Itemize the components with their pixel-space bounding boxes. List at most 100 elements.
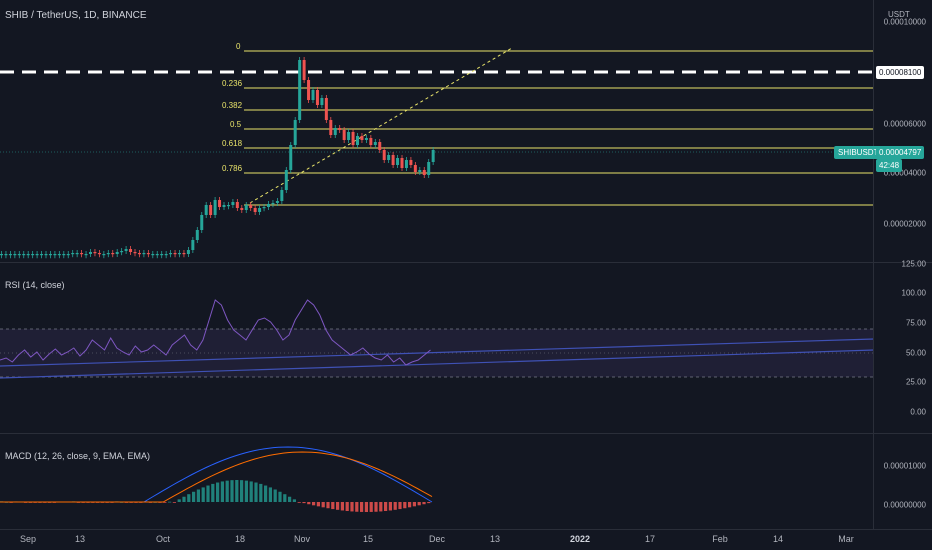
- macd-bar: [422, 502, 425, 504]
- macd-bar: [302, 502, 305, 503]
- candles: [0, 57, 435, 258]
- macd-bar: [168, 502, 171, 503]
- candle: [414, 165, 417, 172]
- candle: [432, 150, 435, 162]
- macd-bar: [187, 494, 190, 502]
- time-label: 15: [363, 534, 373, 544]
- candle: [285, 170, 288, 190]
- rsi-axis[interactable]: 125.00 100.00 75.00 50.00 25.00 0.00: [874, 263, 932, 433]
- candle: [18, 254, 21, 255]
- candle: [254, 208, 257, 212]
- candle: [236, 202, 239, 208]
- macd-bar: [245, 481, 248, 502]
- candle: [392, 155, 395, 165]
- macd-bar: [182, 497, 185, 502]
- candle: [245, 205, 248, 210]
- candle: [401, 158, 404, 168]
- dashed-level-tag: 0.00008100: [876, 66, 924, 79]
- macd-bar: [336, 502, 339, 510]
- candle: [58, 254, 61, 255]
- candle: [169, 253, 172, 254]
- candle: [249, 205, 252, 208]
- candle: [360, 136, 363, 140]
- macd-tick: 0.00000000: [884, 501, 926, 510]
- fib-label-0236: 0.236: [222, 79, 242, 88]
- macd-bar: [394, 502, 397, 510]
- macd-bar: [178, 499, 181, 502]
- candle: [303, 60, 306, 80]
- time-axis[interactable]: Sep 13 Oct 18 Nov 15 Dec 13 2022 17 Feb …: [0, 530, 932, 550]
- time-label: 13: [75, 534, 85, 544]
- candle: [427, 162, 430, 175]
- candle: [396, 158, 399, 165]
- macd-bar: [370, 502, 373, 512]
- candle: [276, 201, 279, 203]
- candle: [134, 252, 137, 253]
- price-axis[interactable]: 0.00010000 0.00006000 0.00004000 0.00002…: [874, 0, 932, 262]
- candle: [307, 80, 310, 100]
- candle: [289, 145, 292, 170]
- macd-bar: [254, 483, 257, 502]
- candle: [187, 250, 190, 254]
- pane-separator[interactable]: [0, 262, 932, 263]
- rsi-tick: 0.00: [910, 408, 926, 417]
- macd-bar: [221, 481, 224, 502]
- candle: [0, 254, 3, 255]
- candle: [4, 254, 7, 255]
- pane-separator[interactable]: [0, 433, 932, 434]
- macd-bar: [274, 490, 277, 502]
- macd-bar: [384, 502, 387, 511]
- candle: [316, 90, 319, 105]
- macd-bar: [350, 502, 353, 511]
- time-label: 14: [773, 534, 783, 544]
- macd-axis[interactable]: 0.00001000 0.00000000: [874, 433, 932, 530]
- candle: [378, 142, 381, 150]
- candle: [338, 128, 341, 130]
- candle: [356, 136, 359, 145]
- candle: [298, 60, 301, 120]
- macd-bar: [269, 487, 272, 502]
- rsi-tick: 125.00: [902, 260, 926, 269]
- macd-bar: [389, 502, 392, 510]
- candle: [280, 190, 283, 201]
- macd-bar: [206, 486, 209, 502]
- candle: [71, 253, 74, 254]
- candle: [80, 253, 83, 254]
- macd-bar: [173, 502, 176, 503]
- candle: [294, 120, 297, 145]
- candle: [62, 254, 65, 255]
- candle: [53, 254, 56, 255]
- macd-histogram: [0, 480, 430, 512]
- time-label: Nov: [294, 534, 310, 544]
- candle: [98, 253, 101, 254]
- fib-label-0786: 0.786: [222, 164, 242, 173]
- candle: [156, 254, 159, 255]
- candle: [142, 253, 145, 254]
- fib-label-05: 0.5: [230, 120, 241, 129]
- fib-label-0382: 0.382: [222, 101, 242, 110]
- candle: [387, 155, 390, 160]
- candle: [231, 202, 234, 205]
- time-label: 18: [235, 534, 245, 544]
- candle: [13, 254, 16, 255]
- candle: [116, 252, 119, 254]
- time-label: 2022: [570, 534, 590, 544]
- candle: [89, 252, 92, 254]
- rsi-tick: 100.00: [902, 289, 926, 298]
- candle: [102, 254, 105, 255]
- macd-bar: [230, 480, 233, 502]
- candle: [383, 150, 386, 160]
- macd-bar: [298, 502, 301, 503]
- macd-bar: [379, 502, 382, 511]
- candle: [138, 253, 141, 254]
- candle: [334, 128, 337, 135]
- macd-bar: [293, 499, 296, 502]
- macd-bar: [250, 481, 253, 502]
- candle: [182, 253, 185, 254]
- candle: [423, 170, 426, 175]
- candle: [209, 205, 212, 215]
- candle: [320, 98, 323, 105]
- candle: [9, 254, 12, 255]
- macd-bar: [331, 502, 334, 509]
